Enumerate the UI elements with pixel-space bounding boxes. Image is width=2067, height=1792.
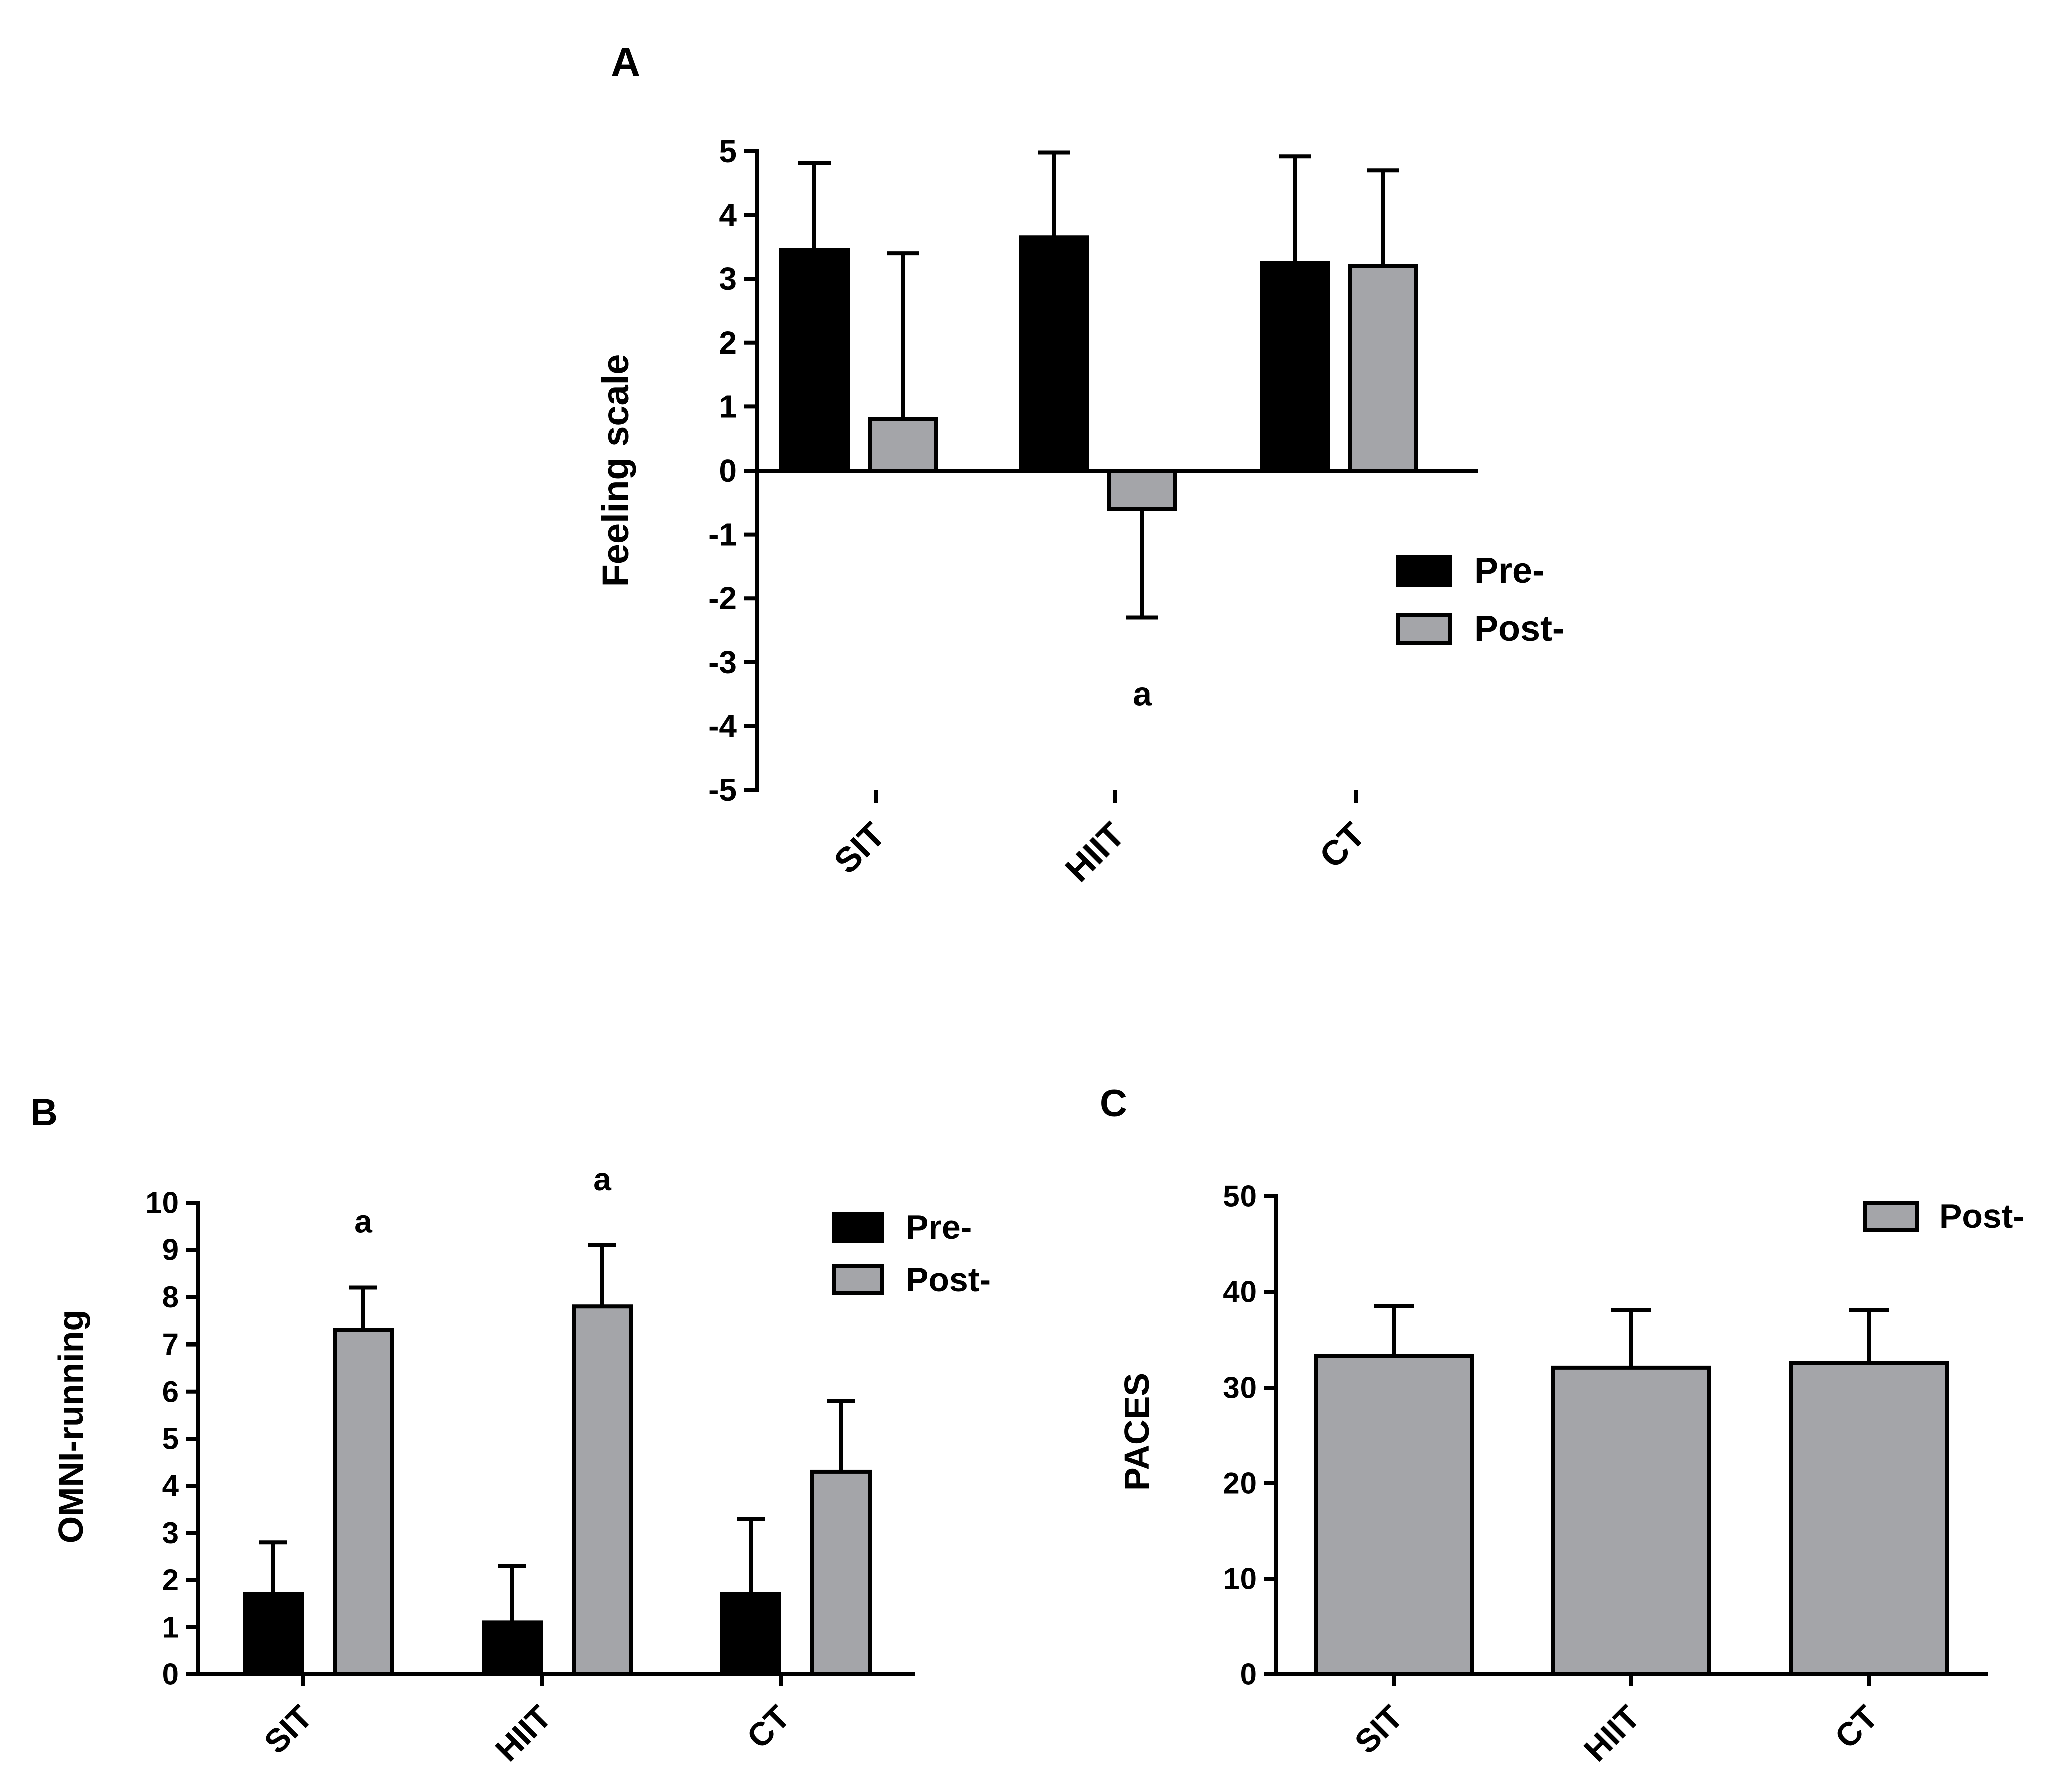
y-tick-label: 1 (162, 1610, 179, 1644)
y-tick-label: 6 (162, 1375, 179, 1408)
y-tick-label: -3 (708, 644, 737, 680)
x-tick-label-hiit: HIIT (1577, 1698, 1647, 1768)
x-tick-label-hiit: HIIT (488, 1698, 558, 1768)
legend-swatch-post (1396, 613, 1452, 645)
y-tick-label: 4 (719, 197, 737, 233)
x-tick-label-ct: CT (1828, 1698, 1885, 1756)
y-tick-label: 10 (1223, 1562, 1257, 1596)
y-tick-label: 5 (162, 1422, 179, 1456)
panel-a: A Feeling scale -5 -4 -3 -2 -1 0 1 2 3 4 5 SIT HIIT CT a… (595, 40, 1564, 889)
legend-label-post: Post- (1474, 609, 1564, 649)
legend-swatch-pre (1396, 555, 1452, 587)
legend-swatch-pre (832, 1212, 884, 1243)
y-tick-label: 7 (162, 1327, 179, 1361)
bar-post-ct (1348, 264, 1418, 473)
legend-swatch-post (1863, 1201, 1919, 1232)
y-tick-label: 20 (1223, 1467, 1257, 1500)
panel-c: C PACES 0 10 20 30 40 50 SIT HIIT CT Post- (1100, 1082, 2024, 1768)
y-tick-label: 4 (162, 1469, 179, 1503)
y-tick-label: 10 (145, 1186, 179, 1220)
y-tick-label: -4 (708, 708, 737, 744)
bar-post-sit (1314, 1354, 1474, 1676)
x-tick-label-ct: CT (1312, 815, 1372, 875)
x-tick-label-sit: SIT (257, 1698, 319, 1761)
bar-pre-sit (779, 248, 850, 473)
y-tick-label: -1 (708, 517, 737, 553)
bar-pre-ct (1260, 261, 1330, 473)
bar-pre-hiit (482, 1620, 543, 1676)
bar-pre-hiit (1019, 235, 1089, 473)
annotation-0: a (354, 1204, 372, 1240)
y-tick-label: 3 (162, 1516, 179, 1550)
legend-label-pre: Pre- (1474, 551, 1544, 591)
bar-post-sit (333, 1328, 394, 1677)
panel-b: B OMNI-running 0 1 2 3 4 5 6 7 8 9 10 SIT HIIT CT a a Pre-… (30, 1091, 991, 1768)
bar-post-sit (868, 417, 938, 473)
y-tick-label: 0 (1240, 1658, 1257, 1691)
y-axis-label: PACES (1117, 1373, 1156, 1491)
y-tick-label: 40 (1223, 1275, 1257, 1309)
y-tick-label: 30 (1223, 1371, 1257, 1405)
y-tick-label: -2 (708, 580, 737, 616)
y-tick-label: 1 (719, 388, 737, 424)
bar-post-ct (1789, 1361, 1949, 1677)
y-tick-label: 5 (719, 133, 737, 169)
annotation-0: a (1133, 675, 1152, 713)
legend-swatch-post (832, 1264, 884, 1295)
bar-post-hiit (1551, 1365, 1711, 1676)
y-axis-label: Feeling scale (595, 354, 636, 587)
y-tick-label: 2 (162, 1563, 179, 1597)
y-tick-label: -5 (708, 772, 737, 808)
y-tick-label: 8 (162, 1280, 179, 1314)
legend-label-post: Post- (1939, 1197, 2024, 1235)
y-tick-label: 3 (719, 261, 737, 297)
x-tick-label-hiit: HIIT (1058, 815, 1132, 889)
y-tick-label: 0 (719, 453, 737, 489)
y-tick-label: 2 (719, 325, 737, 361)
x-tick-label-sit: SIT (826, 815, 892, 881)
bar-post-ct (810, 1469, 872, 1676)
y-tick-label: 0 (162, 1658, 179, 1691)
annotation-1: a (593, 1161, 611, 1197)
legend-label-post: Post- (906, 1261, 991, 1299)
y-tick-label: 50 (1223, 1180, 1257, 1213)
bar-post-hiit (572, 1304, 633, 1676)
x-tick-label-ct: CT (740, 1698, 797, 1756)
panel-letter: C (1100, 1082, 1127, 1125)
panel-letter: B (30, 1091, 58, 1134)
panel-letter: A (611, 40, 640, 85)
legend-label-pre: Pre- (906, 1208, 972, 1246)
y-tick-label: 9 (162, 1233, 179, 1267)
bar-pre-sit (243, 1592, 304, 1677)
bar-post-hiit (1107, 469, 1177, 511)
bar-pre-ct (720, 1592, 781, 1677)
y-axis-label: OMNI-running (51, 1310, 90, 1544)
x-tick-label-sit: SIT (1347, 1698, 1410, 1761)
